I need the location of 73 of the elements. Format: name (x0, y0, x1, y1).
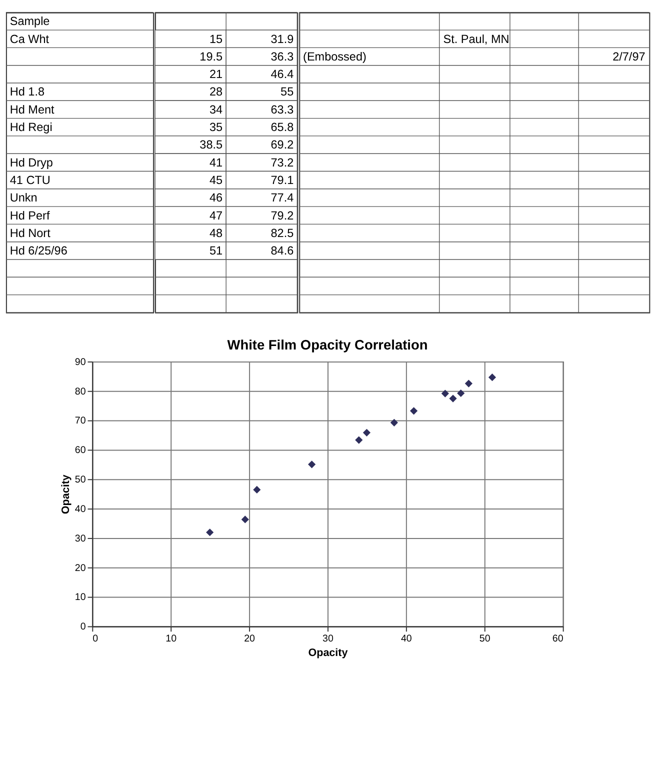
y-tick-label: Hd Regi (10, 121, 52, 134)
data-label: 28 (209, 86, 223, 99)
text: (Embossed) (303, 50, 366, 64)
x-tick-label: 30 (322, 633, 334, 644)
data-label: 69.2 (270, 138, 294, 152)
data-label: 82.5 (270, 226, 294, 240)
point (410, 407, 418, 415)
point (253, 486, 261, 494)
y-tick-label: 70 (74, 416, 86, 427)
data-label: 55 (280, 86, 294, 99)
point (488, 374, 496, 382)
point (206, 528, 214, 536)
y-tick-label: 0 (80, 622, 86, 633)
x-tick-label: 40 (400, 633, 412, 644)
data-label: 45 (209, 174, 223, 187)
y-tick-label: 20 (74, 562, 86, 574)
x-tick-label: 20 (244, 633, 256, 644)
x-axis-title: Opacity (308, 647, 348, 660)
y-tick-label: Unkn (10, 192, 38, 205)
data-label: 79.2 (270, 209, 294, 222)
y-tick-label: 60 (74, 445, 86, 456)
y-tick-label: 40 (74, 504, 86, 515)
text: 2/7/97 (612, 50, 646, 64)
y-tick-label: 10 (74, 592, 86, 604)
data-label: 41 (209, 156, 223, 170)
x-tick-label: 10 (166, 633, 178, 644)
data-label: 15 (209, 32, 223, 46)
point (362, 428, 371, 436)
data-label: 35 (209, 121, 223, 134)
y-tick-label: 90 (74, 356, 86, 368)
y-tick-label: Ca Wht (10, 32, 50, 46)
data-label: 47 (209, 209, 223, 222)
y-tick-label: Hd Ment (10, 103, 56, 116)
y-tick-label: Hd Nort (10, 226, 52, 240)
y-tick-label: 50 (74, 474, 86, 486)
data-label: 65.8 (270, 121, 294, 134)
text: St. Paul, MN (443, 32, 510, 46)
data-label: 46.4 (270, 68, 294, 82)
data-label: 63.3 (270, 103, 294, 116)
data-label: 51 (209, 244, 223, 258)
y-tick-label: 30 (74, 533, 86, 544)
x-tick-label: 50 (479, 633, 491, 644)
point (464, 380, 472, 388)
x-tick-label: 60 (552, 633, 564, 644)
y-tick-label: Hd 6/25/96 (10, 244, 68, 258)
point (457, 389, 465, 398)
data-label: 19.5 (200, 50, 223, 64)
y-tick-label: Hd Dryp (10, 156, 54, 170)
y-tick-label: 80 (74, 386, 86, 398)
data-label: 34 (209, 103, 223, 116)
data-label: 46 (209, 192, 223, 205)
point (441, 390, 449, 398)
chart-title: White Film Opacity Correlation (227, 338, 428, 353)
y-axis-title: Opacity (60, 474, 72, 514)
text: Sample (10, 15, 50, 28)
y-tick-label: 41 CTU (10, 174, 50, 187)
data-label: 31.9 (270, 32, 294, 46)
point (390, 418, 398, 426)
point (308, 460, 316, 468)
point (355, 436, 363, 444)
data-label: 36.3 (270, 50, 294, 64)
point (241, 516, 249, 524)
data-label: 77.4 (270, 192, 294, 205)
x-tick-label: 0 (92, 633, 99, 644)
y-tick-label: Hd 1.8 (10, 86, 45, 99)
data-label: 21 (209, 68, 223, 82)
data-label: 73.2 (270, 156, 294, 170)
y-tick-label: Hd Perf (10, 209, 50, 222)
point (449, 394, 457, 402)
data-label: 38.5 (200, 138, 223, 152)
data-label: 79.1 (270, 174, 294, 187)
data-label: 84.6 (270, 244, 294, 258)
data-label: 48 (209, 226, 223, 240)
